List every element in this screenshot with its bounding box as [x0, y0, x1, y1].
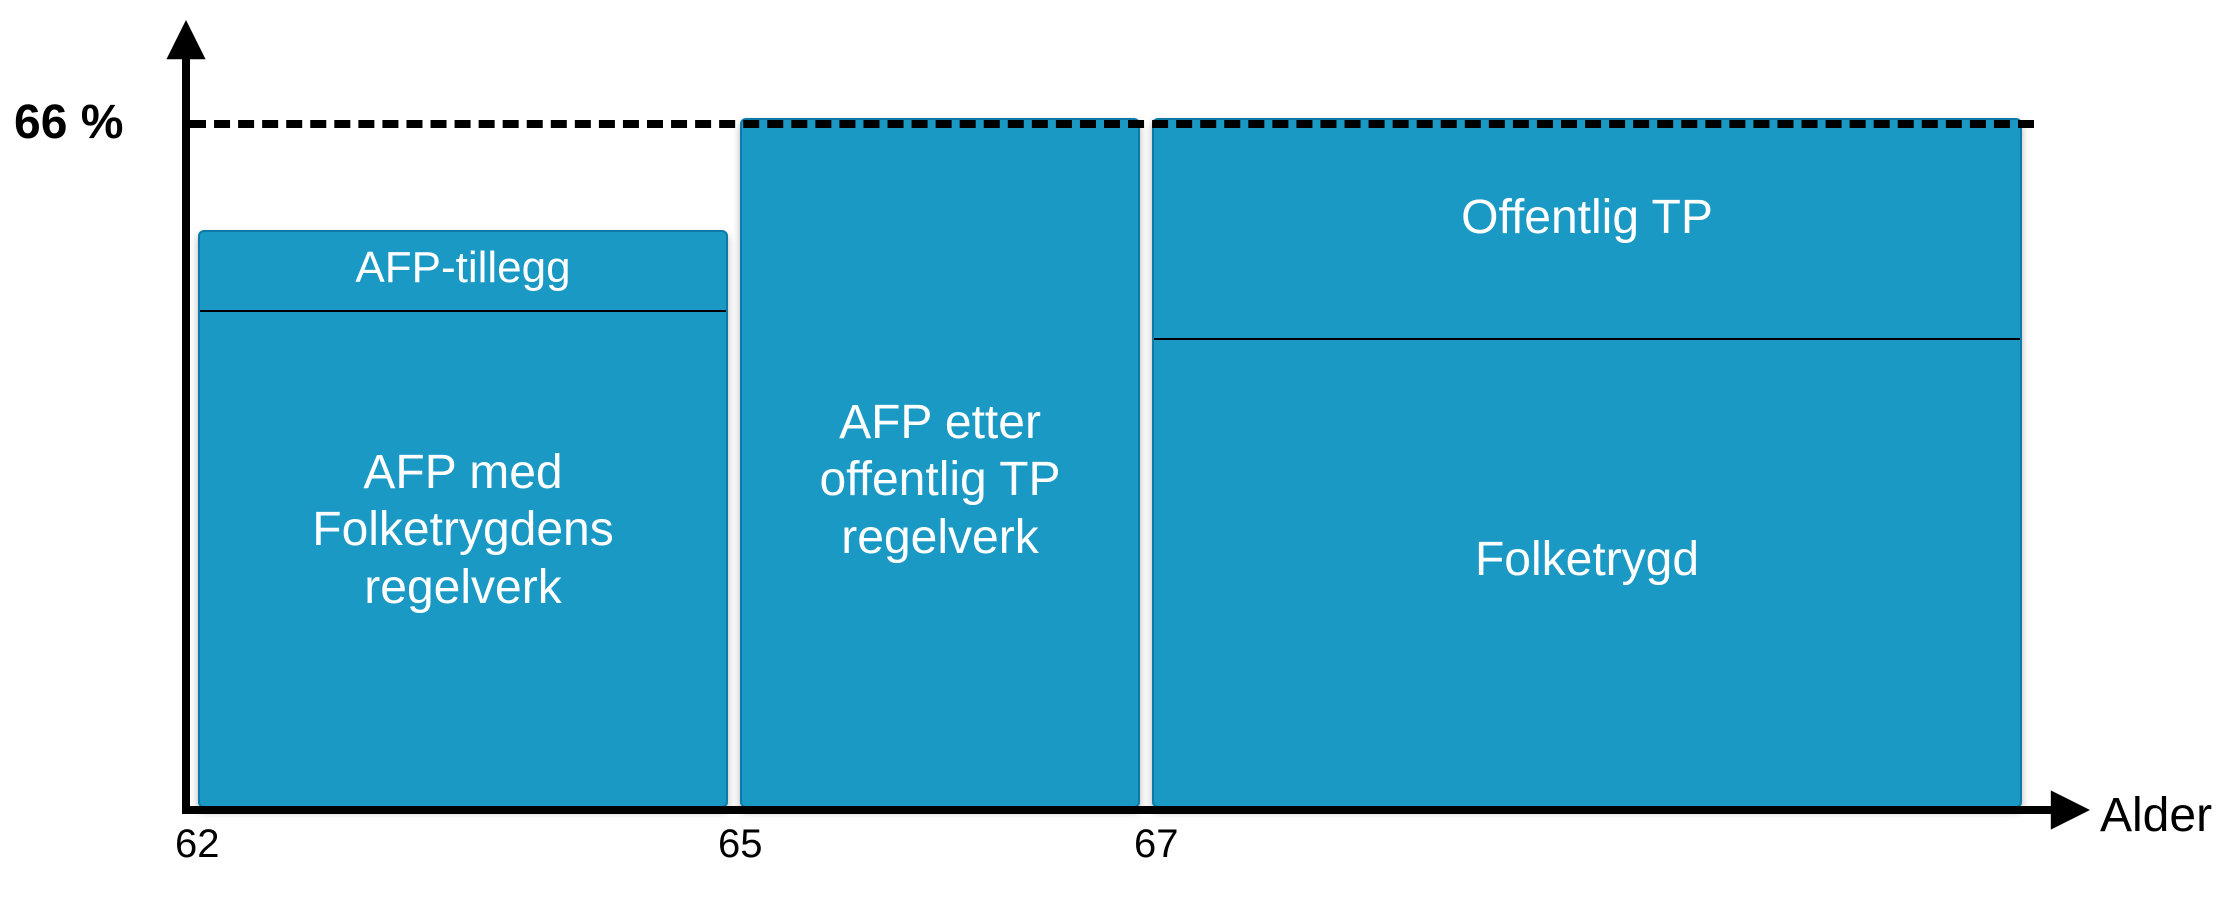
column-67-plus-divider [1154, 338, 2020, 340]
x-tick-67: 67 [1134, 822, 1179, 867]
dashed-line-66-percent [190, 120, 2034, 128]
x-axis-label-alder: Alder [2100, 788, 2212, 843]
label-offentlig-tp: Offentlig TP [1152, 189, 2022, 247]
x-tick-65: 65 [718, 822, 763, 867]
label-afp-tillegg: AFP-tillegg [198, 242, 728, 295]
y-axis-label-66: 66 % [14, 95, 123, 150]
x-tick-62: 62 [175, 822, 220, 867]
label-afp-med-folketrygdens: AFP med Folketrygdens regelverk [198, 444, 728, 617]
column-62-65-divider [200, 310, 726, 312]
label-folketrygd: Folketrygd [1152, 531, 2022, 589]
label-afp-etter-offentlig-tp: AFP etter offentlig TP regelverk [740, 394, 1140, 567]
